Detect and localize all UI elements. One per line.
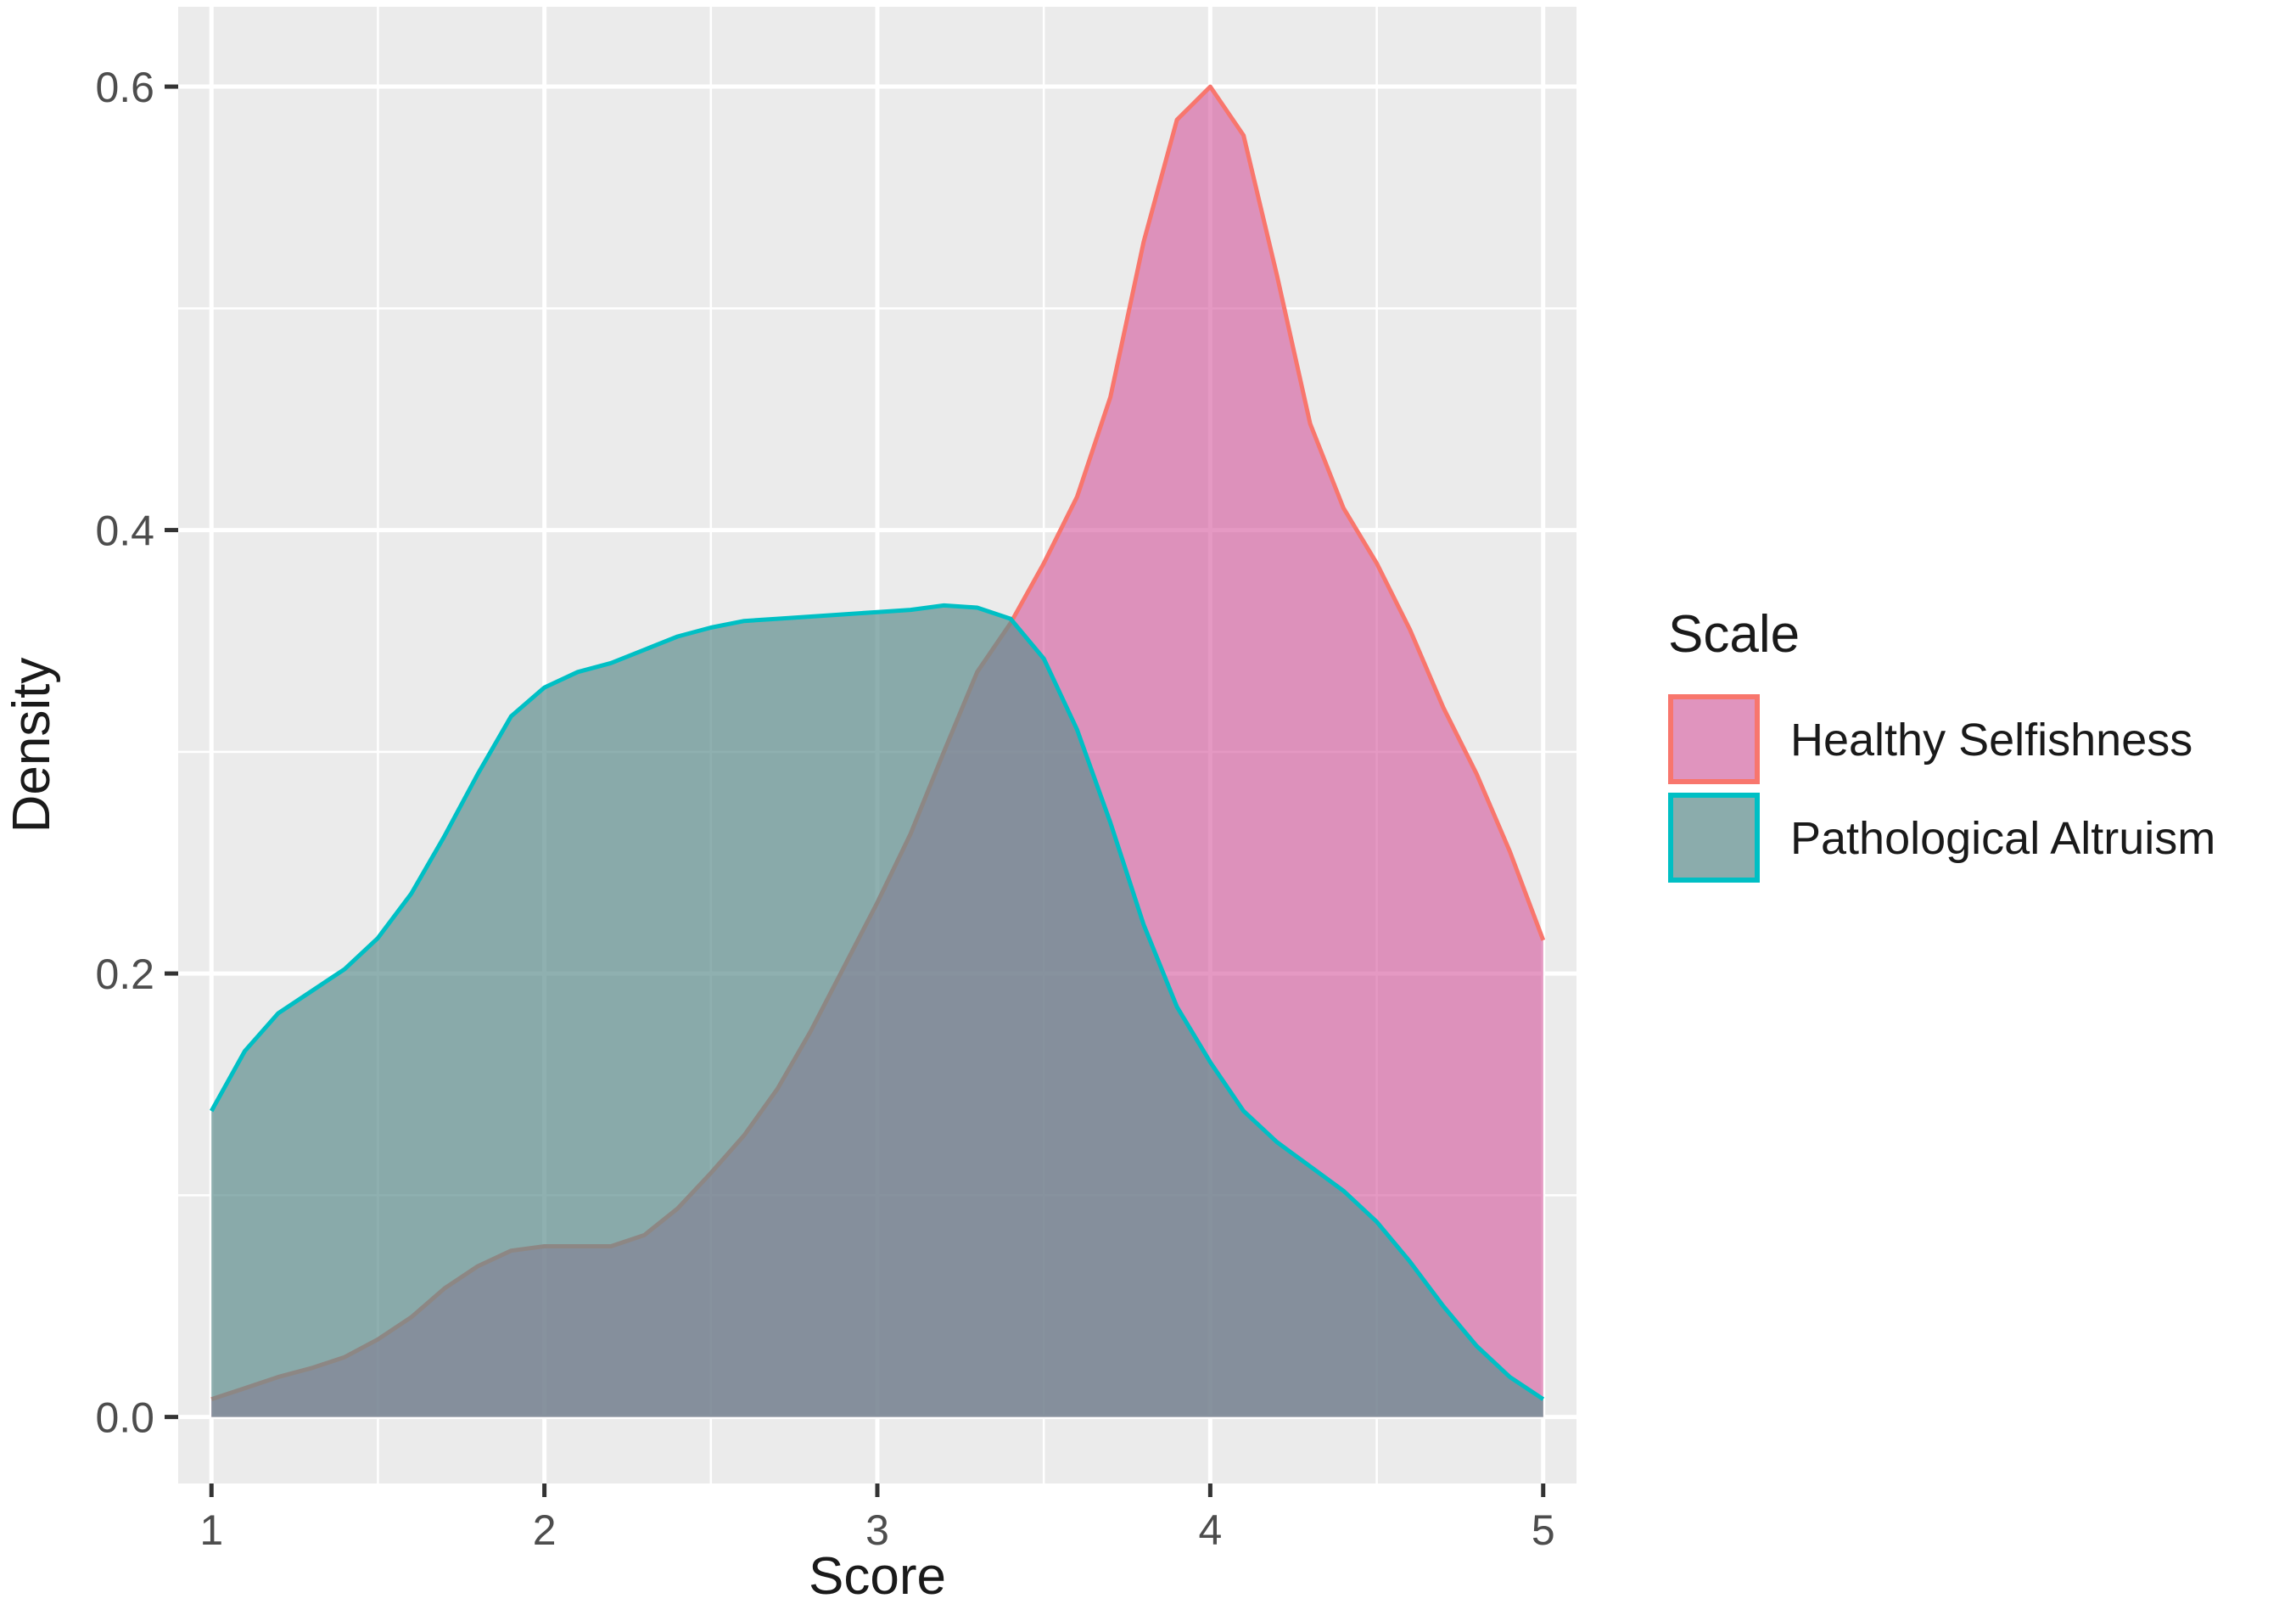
- density-area-2: [211, 605, 1543, 1417]
- legend-items: Healthy Selfishness Pathological Altruism: [1668, 694, 2215, 883]
- x-tick-labels: 1 2 3 4 5: [199, 1506, 1554, 1554]
- series-layer: [210, 84, 1546, 1417]
- x-tick-label: 5: [1532, 1506, 1555, 1554]
- x-axis-title: Score: [809, 1547, 946, 1600]
- legend-swatch-1: [1668, 694, 1760, 784]
- legend: Scale Healthy Selfishness Pathological Al…: [1668, 605, 2215, 883]
- y-tick-label: 0.6: [95, 64, 154, 111]
- x-tick-label: 4: [1198, 1506, 1222, 1554]
- density-line-2: [210, 603, 1545, 1401]
- x-tick-label: 3: [865, 1506, 889, 1554]
- y-axis-title: Density: [3, 658, 61, 833]
- legend-title: Scale: [1668, 605, 1800, 664]
- x-tick-label: 1: [199, 1506, 223, 1554]
- legend-label-1: Healthy Selfishness: [1790, 715, 2192, 766]
- y-tick-label: 0.2: [95, 951, 154, 998]
- axis-ticks: [165, 84, 1546, 1497]
- legend-label-2: Pathological Altruism: [1790, 813, 2215, 864]
- legend-swatch-2: [1668, 793, 1760, 883]
- y-tick-label: 0.4: [95, 508, 154, 555]
- y-tick-labels: 0.0 0.2 0.4 0.6: [95, 64, 154, 1442]
- y-tick-label: 0.0: [95, 1394, 154, 1442]
- x-tick-label: 2: [533, 1506, 557, 1554]
